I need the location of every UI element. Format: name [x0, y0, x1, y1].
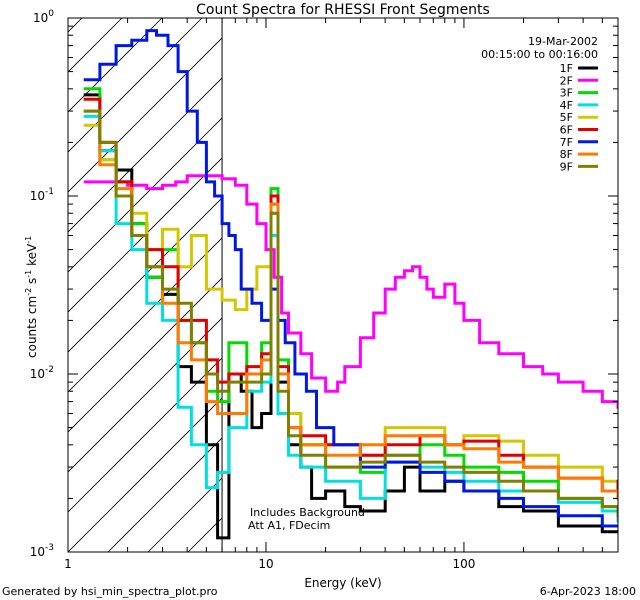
- observation-time-range: 00:15:00 to 00:16:00: [481, 48, 598, 61]
- hatch-line: [68, 157, 223, 313]
- legend-label-5F: 5F: [560, 111, 573, 124]
- hatch-line: [68, 18, 203, 153]
- x-tick-label: 10: [258, 557, 273, 571]
- hatch-line: [68, 197, 223, 353]
- series-line-7F: [83, 29, 618, 528]
- legend-label-6F: 6F: [560, 124, 573, 137]
- y-axis-label: counts cm-2 s-1 keV-1: [24, 236, 39, 358]
- footer-timestamp: 6-Apr-2023 18:00: [540, 585, 636, 598]
- legend-label-4F: 4F: [560, 99, 573, 112]
- hatch-line: [68, 357, 223, 513]
- observation-date: 19-Mar-2002: [528, 35, 598, 48]
- legend-label-2F: 2F: [560, 74, 573, 87]
- legend-label-1F: 1F: [560, 62, 573, 75]
- legend-label-7F: 7F: [560, 136, 573, 149]
- legend-label-8F: 8F: [560, 148, 573, 161]
- hatch-line: [68, 277, 223, 433]
- hatch-line: [68, 18, 163, 113]
- y-tick-label: 10-1: [30, 187, 54, 203]
- hatch-line: [68, 317, 223, 473]
- hatch-line: [68, 37, 223, 193]
- annotation-attenuator: Att A1, FDecim: [248, 519, 330, 532]
- hatch-line: [68, 237, 223, 393]
- x-axis-label: Energy (keV): [304, 576, 381, 590]
- y-axis: 100 10-1 10-2 10-3: [30, 9, 618, 559]
- legend-label-9F: 9F: [560, 160, 573, 173]
- x-tick-label: 1: [64, 557, 72, 571]
- series-line-2F: [83, 174, 618, 409]
- x-tick-label: 100: [452, 557, 475, 571]
- series-group: [83, 29, 618, 540]
- x-axis: 1 10 100: [64, 18, 619, 571]
- series-line-9F: [83, 109, 618, 518]
- y-tick-label: 10-3: [30, 543, 54, 559]
- attenuator-hatch-region: [68, 18, 223, 552]
- chart-title: Count Spectra for RHESSI Front Segments: [196, 2, 490, 18]
- annotation-background: Includes Background: [250, 506, 365, 519]
- footer-generated-by: Generated by hsi_min_spectra_plot.pro: [2, 585, 218, 598]
- hatch-line: [107, 437, 223, 552]
- legend-label-3F: 3F: [560, 87, 573, 100]
- y-tick-label: 10-2: [30, 365, 54, 381]
- y-tick-label: 100: [33, 9, 54, 25]
- hatch-line: [68, 397, 223, 552]
- hatch-line: [68, 77, 223, 233]
- plot-frame: [67, 17, 619, 553]
